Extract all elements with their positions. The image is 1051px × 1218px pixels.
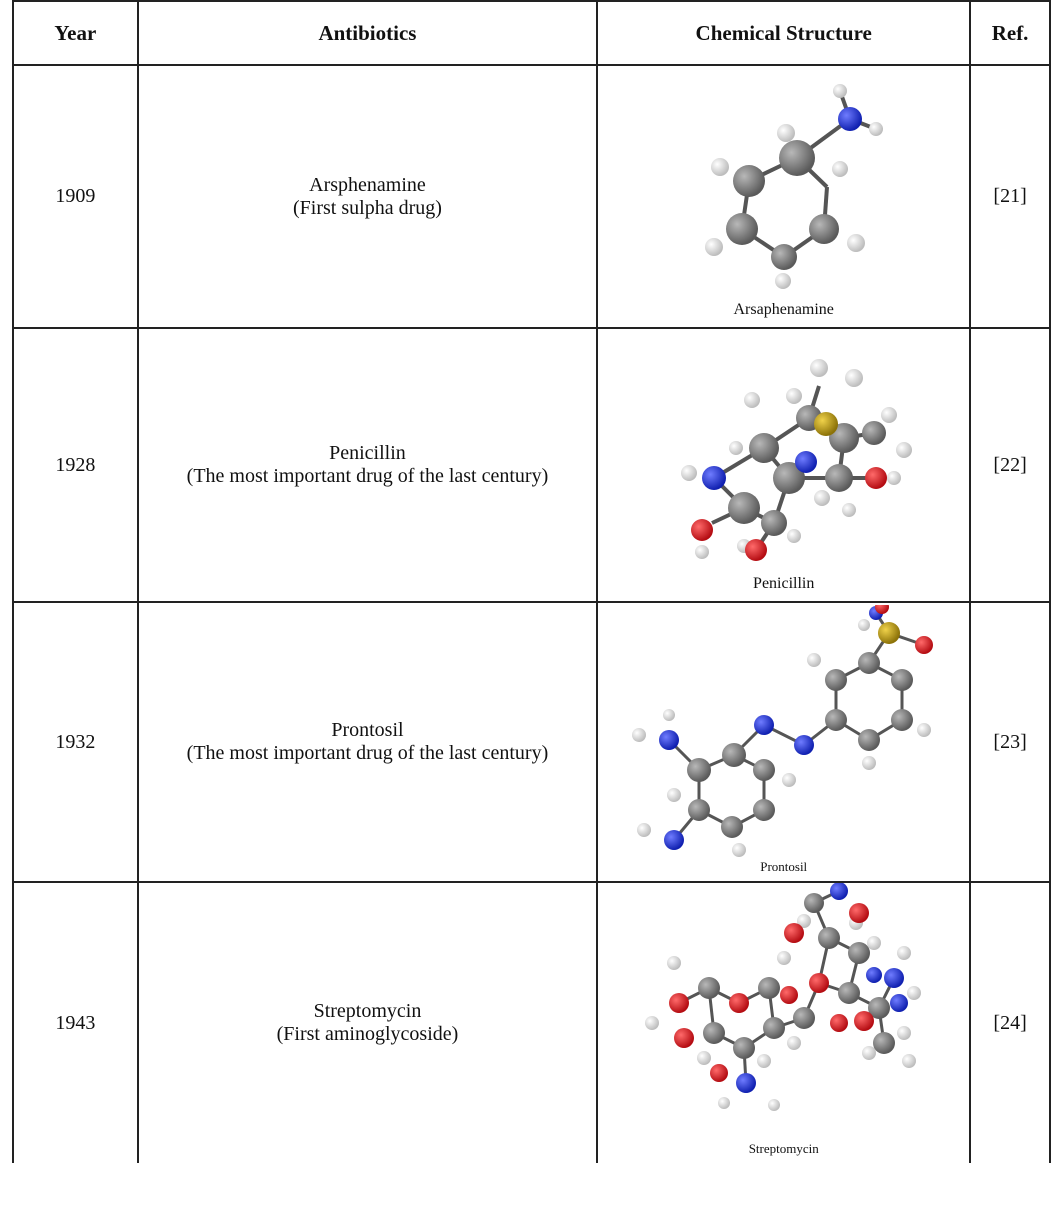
antibiotic-cell: Penicillin (The most important drug of t… [136,327,599,603]
year-cell: 1909 [12,64,139,329]
header-row: Year Antibiotics Chemical Structure Ref. [12,0,1051,66]
ref-cell: [22] [969,327,1051,603]
header-ref: Ref. [969,0,1051,66]
ref-cell: [21] [969,64,1051,329]
year-cell: 1943 [12,881,139,1163]
structure-caption: Prontosil [760,859,808,875]
table-row: 1909 Arsphenamine (First sulpha drug) [12,64,1051,329]
arsphenamine-molecule-image [704,83,883,289]
antibiotic-name: Prontosil [331,719,404,741]
table-row: 1943 Streptomycin (First aminoglycoside) [12,881,1051,1163]
header-chemical-structure: Chemical Structure [596,0,972,66]
streptomycin-molecule-image [644,883,921,1111]
structure-caption: Arsaphenamine [733,300,834,318]
table-row: 1928 Penicillin (The most important drug… [12,327,1051,603]
antibiotic-name: Streptomycin [313,1000,422,1022]
antibiotic-note: (The most important drug of the last cen… [186,465,549,487]
antibiotic-note: (The most important drug of the last cen… [186,742,549,764]
year-cell: 1928 [12,327,139,603]
header-year: Year [12,0,139,66]
structure-cell: Penicillin [596,327,972,603]
structure-cell: Prontosil [596,601,972,883]
year-cell: 1932 [12,601,139,883]
structure-cell: Arsaphenamine [596,64,972,329]
table-row: 1932 Prontosil (The most important drug … [12,601,1051,883]
antibiotic-note: (First aminoglycoside) [276,1023,459,1045]
antibiotics-table: Year Antibiotics Chemical Structure Ref.… [12,0,1051,1163]
structure-cell: Streptomycin [596,881,972,1163]
antibiotic-cell: Streptomycin (First aminoglycoside) [136,881,599,1163]
antibiotic-name: Arsphenamine [309,173,426,196]
antibiotic-cell: Arsphenamine (First sulpha drug) [136,64,599,329]
antibiotic-name: Penicillin [329,442,406,464]
structure-caption: Streptomycin [748,1141,819,1157]
ref-cell: [23] [969,601,1051,883]
penicillin-molecule-image [680,359,912,561]
header-antibiotics: Antibiotics [136,0,599,66]
ref-cell: [24] [969,881,1051,1163]
antibiotic-cell: Prontosil (The most important drug of th… [136,601,599,883]
prontosil-molecule-image [631,605,933,857]
antibiotic-note: (First sulpha drug) [293,196,442,219]
structure-caption: Penicillin [753,574,815,592]
